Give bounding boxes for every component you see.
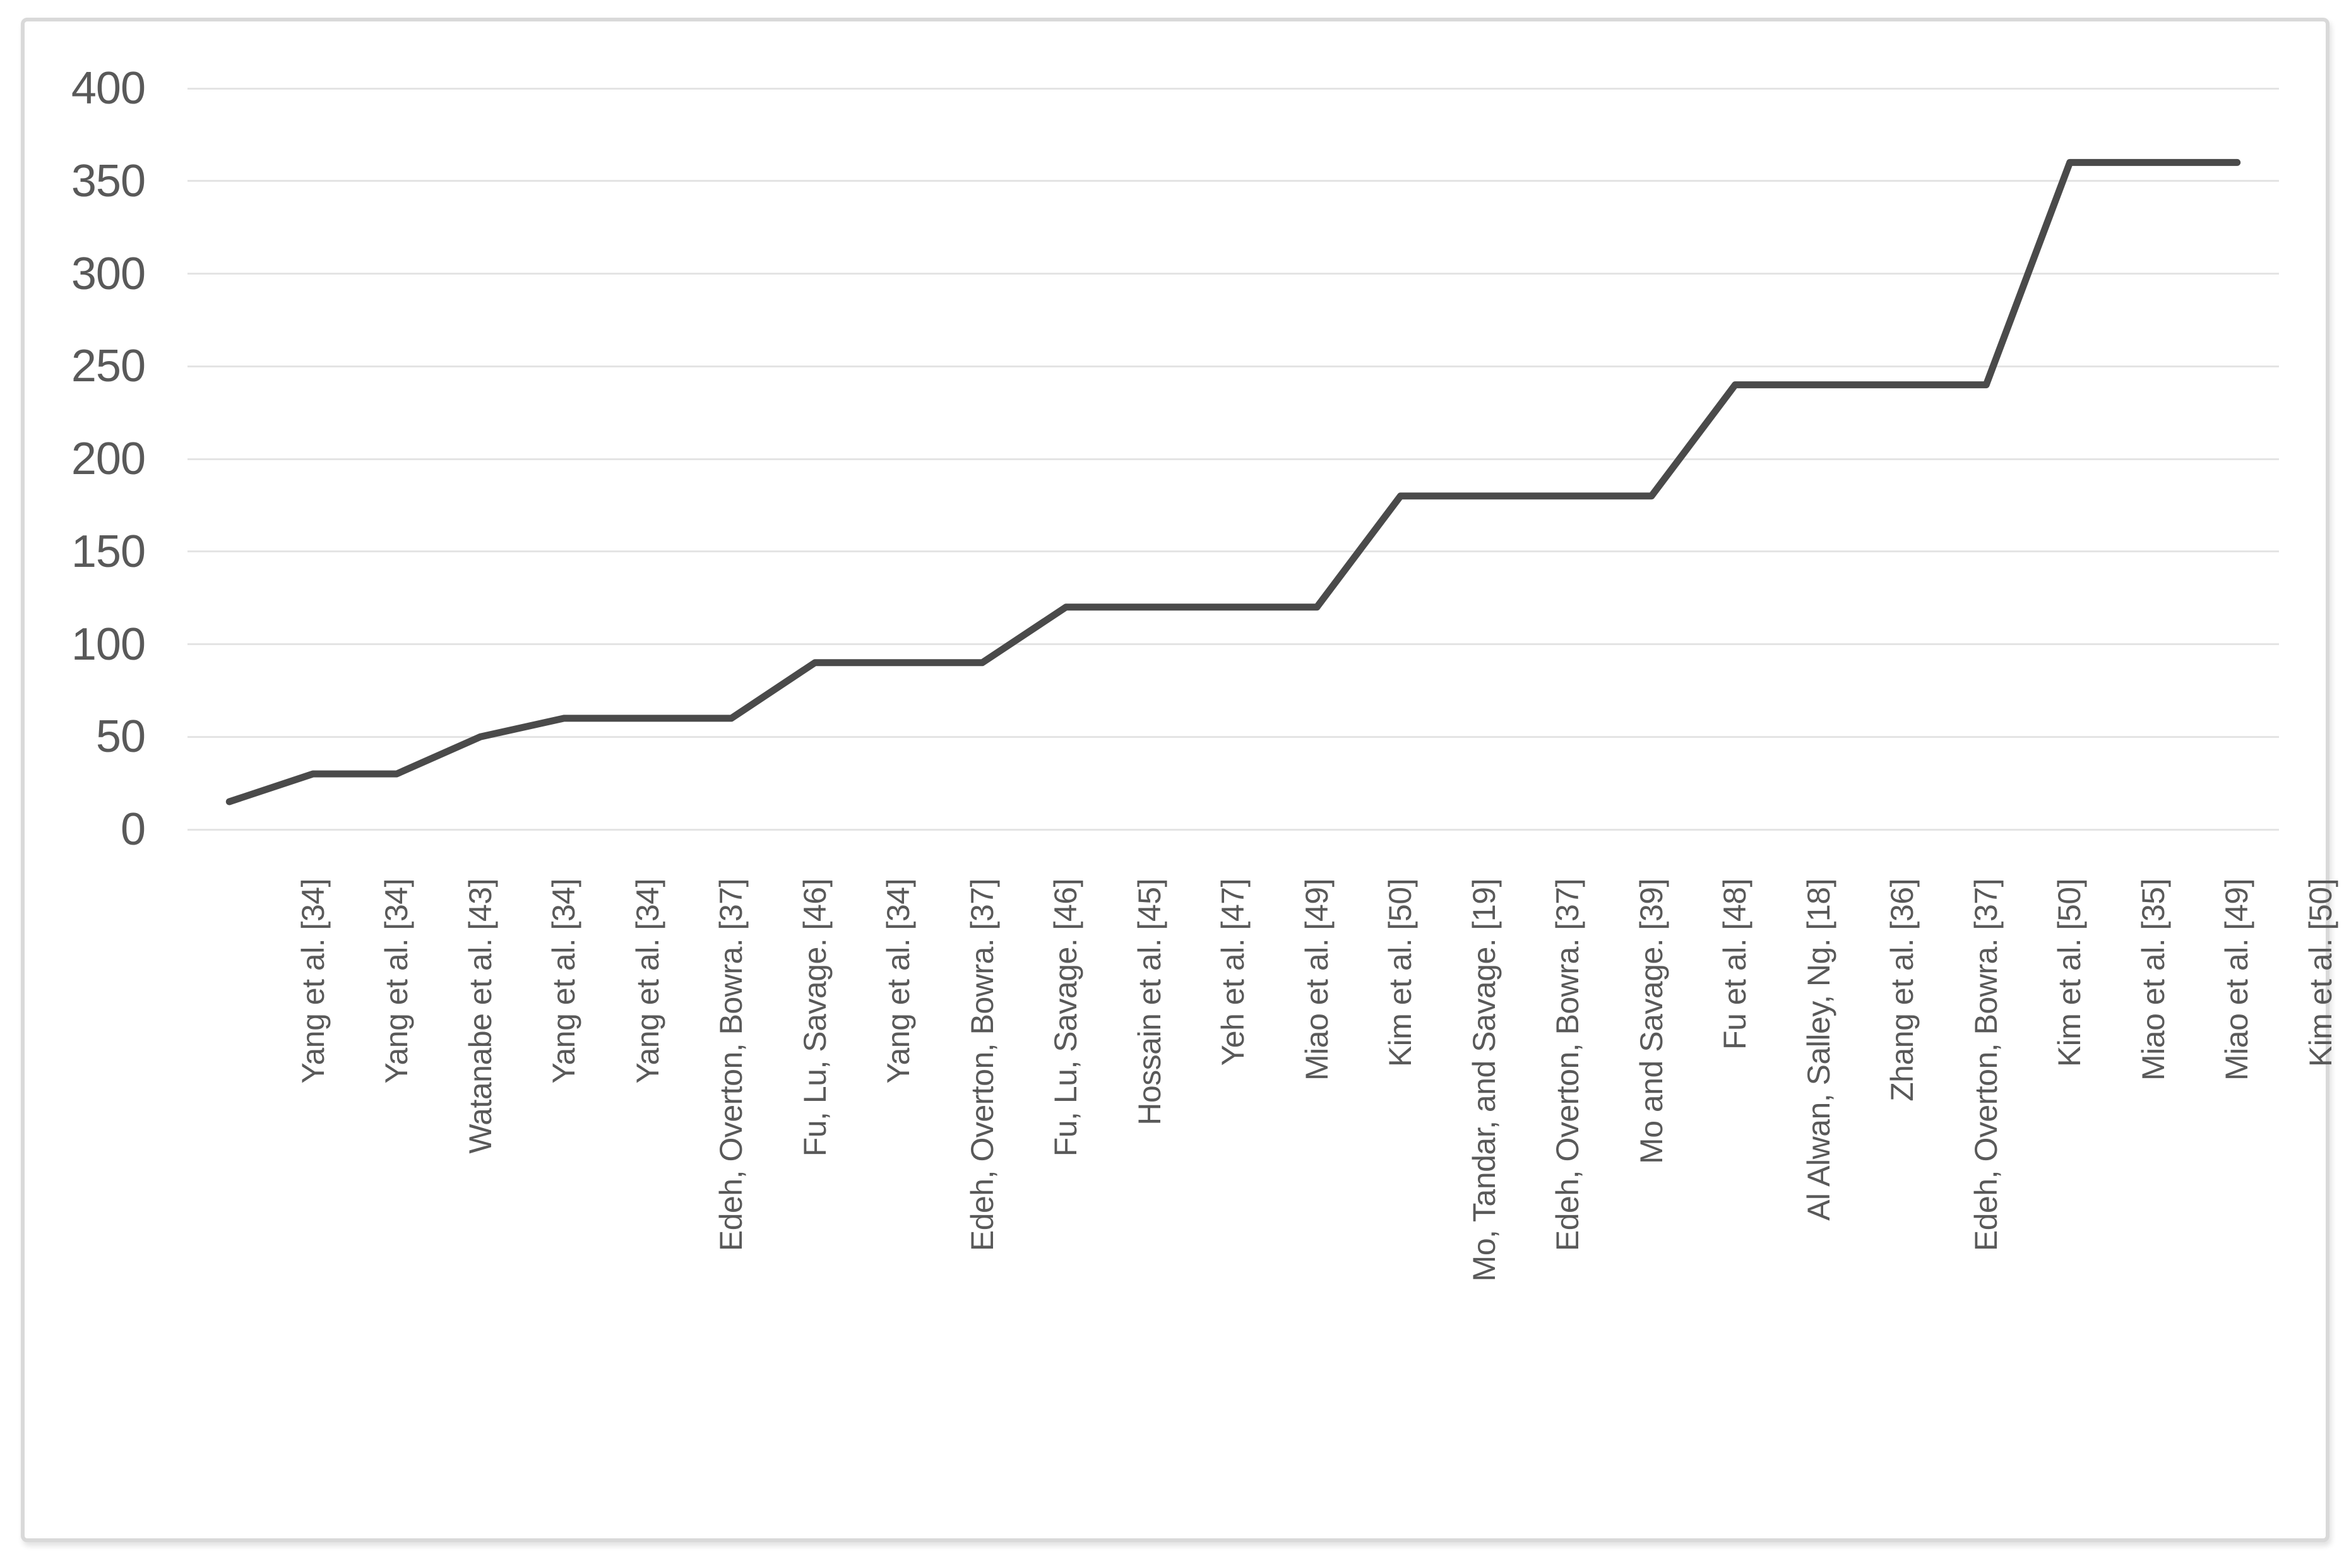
x-axis-tick-label: Yang et al. [34] [379,879,415,1084]
y-axis-tick-label: 150 [71,526,146,577]
gridline [187,643,2279,645]
x-axis-tick-label: Kim et al. [50] [1383,879,1419,1067]
x-axis-tick-label: Fu et al. [48] [1717,879,1753,1050]
y-axis-tick-label: 350 [71,155,146,206]
x-axis-tick-label: Yang et al. [34] [295,879,331,1084]
gridline [187,828,2279,831]
gridline [187,87,2279,90]
gridline [187,458,2279,460]
x-axis-tick-label: Yang et al. [34] [881,879,917,1084]
x-axis-tick-label: Edeh, Overton, Bowra. [37] [964,879,1000,1252]
x-axis-tick-label: Yang et al. [34] [546,879,582,1084]
x-axis-tick-label: Fu, Lu, Savage. [46] [797,879,833,1157]
x-axis-tick-label: Mo, Tandar, and Savage. [19] [1466,879,1502,1282]
y-axis-tick-label: 200 [71,434,146,484]
x-axis-tick-label: Al Alwan, Salley, Ng. [18] [1800,879,1836,1221]
y-axis-tick-label: 400 [71,63,146,114]
x-axis-tick-label: Zhang et al. [36] [1884,879,1920,1102]
x-axis-tick-label: Kim et al. [50] [2052,879,2088,1067]
x-axis-tick-label: Fu, Lu, Savage. [46] [1048,879,1084,1157]
x-axis-tick-label: Edeh, Overton, Bowra. [37] [713,879,749,1252]
data-series-line [225,158,2241,805]
gridline [187,273,2279,275]
gridline [187,735,2279,738]
y-axis-tick-label: 250 [71,341,146,392]
x-axis-tick-label: Miao et al. [49] [2219,879,2255,1081]
y-axis-tick-label: 0 [120,804,146,855]
x-axis-tick-label: Watanabe et al. [43] [462,879,498,1154]
y-axis-tick-label: 100 [71,619,146,670]
gridline [187,365,2279,367]
y-axis-tick-label: 50 [95,711,146,763]
x-axis-tick-label: Edeh, Overton, Bowra. [37] [1550,879,1586,1252]
chart-frame [21,18,2329,1542]
x-axis-tick-label: Miao et al. [35] [2135,879,2171,1081]
x-axis-tick-label: Yeh et al. [47] [1215,879,1251,1066]
gridline [187,180,2279,182]
x-axis-tick-label: Mo and Savage. [39] [1633,879,1669,1164]
x-axis-tick-label: Kim et al. [50] [2303,879,2338,1067]
y-axis-tick-label: 300 [71,248,146,299]
x-axis-tick-label: Edeh, Overton, Bowra. [37] [1968,879,2004,1252]
x-axis-tick-label: Miao et al. [49] [1299,879,1335,1081]
x-axis-tick-label: Hossain et al. [45] [1131,879,1167,1126]
gridline [187,550,2279,553]
x-axis-tick-label: Yang et al. [34] [629,879,665,1084]
